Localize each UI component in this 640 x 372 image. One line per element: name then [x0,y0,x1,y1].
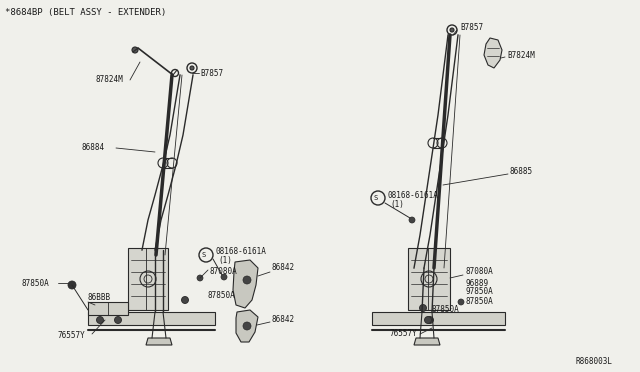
Polygon shape [484,38,502,68]
Circle shape [221,274,227,280]
Circle shape [182,296,189,304]
Circle shape [197,275,203,281]
Text: 87850A: 87850A [207,291,235,299]
Text: B7824M: B7824M [507,51,535,60]
Polygon shape [146,338,172,345]
Circle shape [458,299,464,305]
Circle shape [190,66,194,70]
Text: 87850A: 87850A [465,298,493,307]
Text: 87850A: 87850A [432,305,460,314]
Text: B7857: B7857 [460,23,483,32]
Polygon shape [408,248,450,310]
Text: 08168-6161A: 08168-6161A [387,190,438,199]
Text: 97850A: 97850A [465,288,493,296]
Polygon shape [233,260,258,308]
Circle shape [409,217,415,223]
Circle shape [424,317,431,324]
Polygon shape [88,302,128,315]
Polygon shape [128,248,168,310]
Text: 87080A: 87080A [210,267,237,276]
Circle shape [243,276,251,284]
Text: *8684BP (BELT ASSY - EXTENDER): *8684BP (BELT ASSY - EXTENDER) [5,7,166,16]
Text: 08168-6161A: 08168-6161A [215,247,266,257]
Text: 86885: 86885 [510,167,533,176]
Text: 86BBB: 86BBB [88,294,111,302]
Text: 87850A: 87850A [22,279,50,288]
Circle shape [243,322,251,330]
Text: 87080A: 87080A [465,267,493,276]
Text: S: S [374,195,378,201]
Text: 76557Y: 76557Y [58,331,86,340]
Text: S: S [202,252,206,258]
Text: 86884: 86884 [82,144,105,153]
Text: 86842: 86842 [272,263,295,273]
Text: (1): (1) [218,257,232,266]
Polygon shape [372,312,505,325]
Text: 87824M: 87824M [95,76,123,84]
Polygon shape [414,338,440,345]
Text: 86842: 86842 [272,315,295,324]
Text: R868003L: R868003L [575,357,612,366]
Text: (1): (1) [390,201,404,209]
Circle shape [115,317,122,324]
Text: 96889: 96889 [465,279,488,288]
Polygon shape [236,310,258,342]
Text: B7857: B7857 [200,68,223,77]
Text: 76557Y: 76557Y [390,330,418,339]
Circle shape [450,28,454,32]
Circle shape [132,47,138,53]
Circle shape [426,317,433,324]
Polygon shape [88,312,215,325]
Circle shape [68,281,76,289]
Circle shape [419,305,426,311]
Circle shape [97,317,104,324]
